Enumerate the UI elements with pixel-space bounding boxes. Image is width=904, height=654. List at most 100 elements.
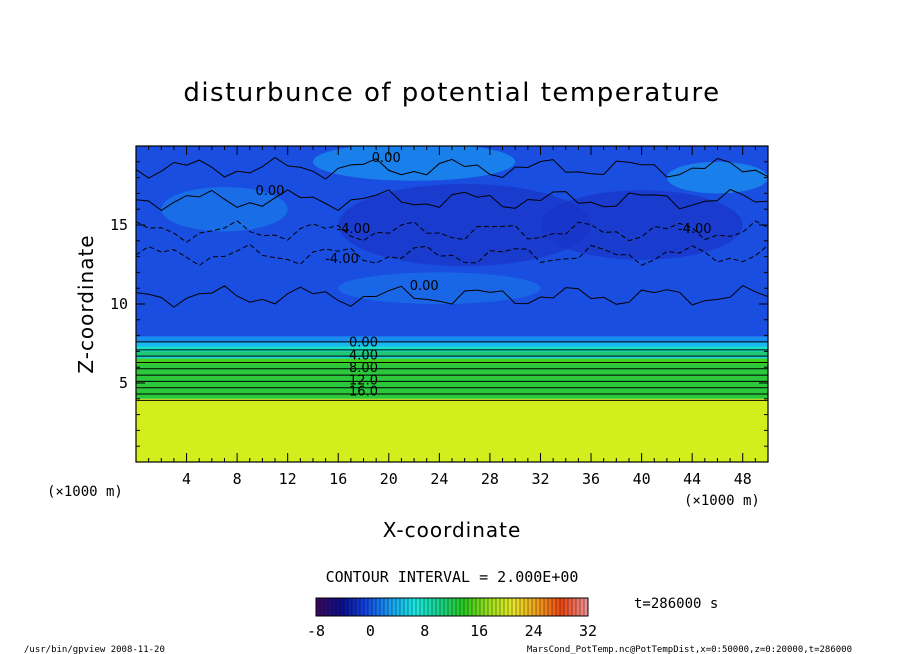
field-band-3 (136, 341, 768, 347)
contour-label-9: -4.00 (678, 222, 712, 237)
colorbar-swatch (552, 598, 557, 616)
colorbar-swatch (576, 598, 581, 616)
colorbar-swatch (500, 598, 505, 616)
colorbar-swatch (508, 598, 513, 616)
colorbar-swatch (484, 598, 489, 616)
colorbar-tick-label: 0 (366, 622, 375, 640)
x-axis-unit-left: (×1000 m) (47, 484, 123, 500)
contour-label-3: 12.0 (349, 374, 378, 389)
colorbar-swatch (456, 598, 461, 616)
colorbar-swatch (444, 598, 449, 616)
colorbar-swatch (460, 598, 465, 616)
contour-label-0: 0.00 (349, 336, 378, 351)
colorbar-swatch (432, 598, 437, 616)
colorbar-swatch (420, 598, 425, 616)
x-tick-label: 32 (531, 470, 549, 488)
field-band-0 (136, 358, 768, 365)
time-label: t=286000 s (634, 596, 718, 612)
colorbar-swatch (412, 598, 417, 616)
x-tick-label: 36 (582, 470, 600, 488)
field-layer-0 (136, 398, 768, 462)
colorbar-swatch (548, 598, 553, 616)
colorbar-swatch (584, 598, 589, 616)
x-tick-label: 20 (380, 470, 398, 488)
chart-title: disturbunce of potential temperature (183, 78, 720, 108)
contour-wave-1 (136, 220, 768, 243)
contour-label-10: 0.00 (410, 279, 439, 294)
contour-label-7: -4.00 (337, 222, 371, 237)
x-tick-label: 16 (329, 470, 347, 488)
field-cell-5 (161, 187, 288, 232)
colorbar-swatch (376, 598, 381, 616)
colorbar-swatch (368, 598, 373, 616)
field-band-1 (136, 350, 768, 357)
colorbar-swatch (520, 598, 525, 616)
colorbar-swatch (472, 598, 477, 616)
colorbar-tick-label: -8 (307, 622, 325, 640)
colorbar-swatch (384, 598, 389, 616)
colorbar-swatch (540, 598, 545, 616)
contour-lines (136, 156, 768, 401)
colorbar-swatch (440, 598, 445, 616)
colorbar-swatch (516, 598, 521, 616)
colorbar-swatch (480, 598, 485, 616)
y-tick-label: 5 (119, 374, 128, 392)
colorbar-swatch (372, 598, 377, 616)
footer-left: /usr/bin/gpview 2008-11-20 (24, 645, 165, 654)
field-cell-0 (338, 183, 592, 267)
x-tick-label: 12 (279, 470, 297, 488)
colorbar-tick-label: 16 (470, 622, 488, 640)
colorbar-swatch (492, 598, 497, 616)
colorbar-swatch (360, 598, 365, 616)
colorbar-swatch (452, 598, 457, 616)
x-tick-label: 48 (734, 470, 752, 488)
contour-wave-3 (136, 188, 768, 212)
field-cell-4 (338, 272, 541, 305)
colorbar-ticks: -8 0 8 16 24 32 (307, 622, 597, 640)
colorbar-swatch (528, 598, 533, 616)
colorbar-swatch (408, 598, 413, 616)
colorbar-swatch (380, 598, 385, 616)
footer-right: MarsCond_PotTemp.nc@PotTempDist,x=0:5000… (527, 645, 852, 654)
contour-interval-label: CONTOUR INTERVAL = 2.000E+00 (326, 568, 579, 586)
colorbar-swatch (324, 598, 329, 616)
colorbar-swatch (560, 598, 565, 616)
contour-wave-0 (136, 243, 768, 266)
colorbar-swatch (400, 598, 405, 616)
colorbar-swatch (424, 598, 429, 616)
colorbar-tick-label: 24 (525, 622, 543, 640)
colorbar-swatch (496, 598, 501, 616)
x-axis-label: X-coordinate (383, 518, 522, 542)
colorbar-swatch (568, 598, 573, 616)
contour-label-2: 8.00 (349, 361, 378, 376)
contour-label-1: 4.00 (349, 348, 378, 363)
colorbar-swatch (512, 598, 517, 616)
colorbar-tick-label: 8 (420, 622, 429, 640)
colorbar-swatch (536, 598, 541, 616)
colorbar-swatch (340, 598, 345, 616)
colorbar-swatch (544, 598, 549, 616)
y-tick-label: 15 (110, 216, 128, 234)
colorbar-swatch (436, 598, 441, 616)
contour-wave-4 (136, 156, 768, 180)
colorbar-swatch (532, 598, 537, 616)
colorbar-swatch (428, 598, 433, 616)
x-tick-label: 40 (633, 470, 651, 488)
colorbar-swatch (388, 598, 393, 616)
colorbar-swatch (564, 598, 569, 616)
colorbar-swatch (328, 598, 333, 616)
x-tick-label: 44 (683, 470, 701, 488)
colorbar-swatch (344, 598, 349, 616)
plot-area (136, 146, 768, 462)
x-axis-unit-right: (×1000 m) (684, 493, 760, 509)
colorbar-swatch (404, 598, 409, 616)
colorbar-frame (315, 597, 589, 617)
colorbar-swatch (352, 598, 357, 616)
colorbar-swatch (476, 598, 481, 616)
contour-labels: 0.004.008.0012.016.00.000.00-4.00-4.00-4… (256, 151, 712, 400)
colorbar-swatch (488, 598, 493, 616)
field-cell-2 (312, 146, 516, 181)
colorbar-swatch (320, 598, 325, 616)
contour-wave-2 (136, 285, 768, 308)
